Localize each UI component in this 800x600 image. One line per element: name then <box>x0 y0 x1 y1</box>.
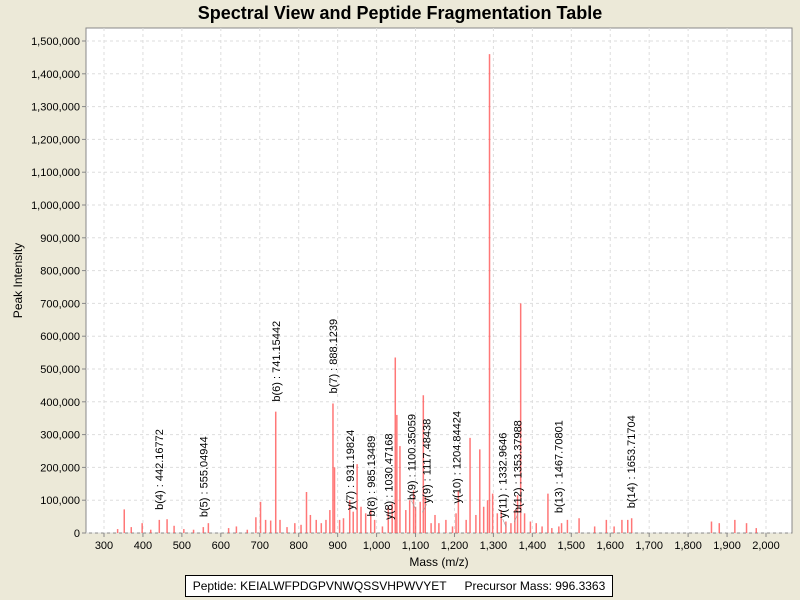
annotation-leader <box>411 500 416 510</box>
y-tick-label: 300,000 <box>40 430 80 442</box>
x-tick-label: 2,000 <box>752 540 780 552</box>
peak-annotation: y(11) : 1332.9646 <box>498 433 510 518</box>
annotation-leader <box>422 504 427 513</box>
y-tick-label: 1,200,000 <box>31 134 80 146</box>
y-tick-label: 400,000 <box>40 397 80 409</box>
y-tick-label: 600,000 <box>40 331 80 343</box>
x-tick-label: 1,800 <box>674 540 702 552</box>
peak-annotation: y(7) : 931.19824 <box>345 430 357 510</box>
peak-annotation: b(8) : 985.13489 <box>366 436 378 517</box>
y-axis-label: Peak Intensity <box>11 243 25 318</box>
peak-annotation: b(4) : 442.16772 <box>154 429 166 510</box>
peak-annotation: y(9) : 1117.48438 <box>422 419 434 504</box>
peak-annotation: b(13) : 1467.70801 <box>554 420 566 513</box>
peak-annotation: b(7) : 888.1239 <box>328 319 340 394</box>
annotation-leader <box>502 518 507 528</box>
x-tick-label: 300 <box>95 540 113 552</box>
peak-annotation: b(5) : 555.04944 <box>198 436 210 517</box>
peak-annotation: b(14) : 1653.71704 <box>626 415 638 508</box>
peak-annotation: b(12) : 1353.37988 <box>513 420 525 513</box>
x-axis-label: Mass (m/z) <box>409 555 468 569</box>
y-tick-label: 1,000,000 <box>31 200 80 212</box>
peak-annotation: b(9) : 1100.35059 <box>407 414 419 500</box>
x-tick-label: 900 <box>328 540 346 552</box>
y-tick-label: 500,000 <box>40 364 80 376</box>
plot-area <box>85 27 793 534</box>
peak-annotation: b(6) : 741.15442 <box>271 321 283 402</box>
y-tick-label: 1,400,000 <box>31 69 80 81</box>
x-tick-label: 400 <box>134 540 152 552</box>
y-tick-label: 900,000 <box>40 233 80 245</box>
y-tick-label: 200,000 <box>40 462 80 474</box>
y-tick-label: 1,100,000 <box>31 167 80 179</box>
x-tick-label: 1,600 <box>596 540 624 552</box>
y-tick-label: 700,000 <box>40 298 80 310</box>
y-tick-label: 0 <box>74 528 80 540</box>
peak-annotation: y(8) : 1030.47168 <box>383 433 395 519</box>
x-tick-label: 800 <box>290 540 308 552</box>
precursor-label: Precursor Mass: 996.3363 <box>464 579 606 593</box>
x-tick-label: 1,700 <box>635 540 663 552</box>
peptide-label: Peptide: KEIALWFPDGPVNWQSSVHPWVYET <box>192 579 447 593</box>
chart-title: Spectral View and Peptide Fragmentation … <box>197 3 603 23</box>
x-tick-label: 1,400 <box>519 540 547 552</box>
x-tick-label: 1,500 <box>558 540 586 552</box>
annotation-leader <box>513 514 518 523</box>
y-tick-label: 800,000 <box>40 266 80 278</box>
x-tick-label: 1,900 <box>713 540 741 552</box>
legend: Peptide: KEIALWFPDGPVNWQSSVHPWVYET Precu… <box>185 575 613 597</box>
peak-annotation: y(10) : 1204.84424 <box>451 411 463 503</box>
y-tick-label: 1,300,000 <box>31 102 80 114</box>
x-tick-label: 1,000 <box>363 540 391 552</box>
x-tick-label: 600 <box>212 540 230 552</box>
x-tick-label: 1,300 <box>480 540 508 552</box>
x-tick-label: 1,200 <box>441 540 469 552</box>
x-tick-label: 1,100 <box>402 540 430 552</box>
x-tick-label: 700 <box>251 540 269 552</box>
y-tick-label: 100,000 <box>40 495 80 507</box>
y-tick-label: 1,500,000 <box>31 36 80 48</box>
x-tick-label: 500 <box>173 540 191 552</box>
